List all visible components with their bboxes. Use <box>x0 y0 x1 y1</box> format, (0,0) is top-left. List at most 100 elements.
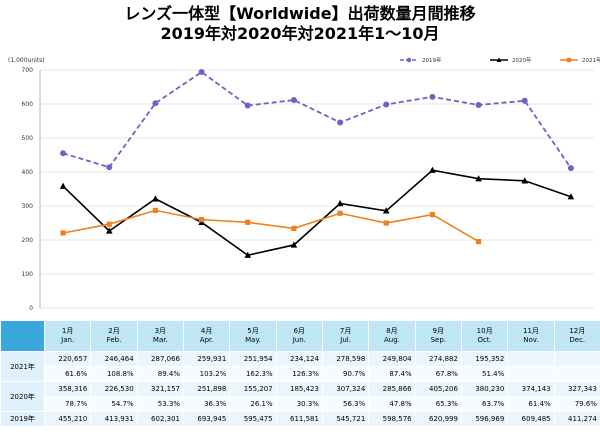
month-ja: 8月 <box>386 327 398 335</box>
percent-cell: 90.7% <box>321 366 370 382</box>
month-ja: 12月 <box>569 327 586 335</box>
legend-marker <box>406 57 412 63</box>
row-year-label: 2021年 <box>0 351 45 382</box>
legend-label: 2021年 <box>582 56 600 64</box>
data-point <box>383 220 389 226</box>
value-cell: 595,475 <box>229 411 277 427</box>
month-en: Jan. <box>61 336 75 344</box>
value-cell: 220,657 <box>43 351 92 367</box>
value-cell: 693,945 <box>182 411 231 427</box>
table-row: 2021年 220,657 246,464 287,066 259,931 251,954… <box>0 351 600 382</box>
value-cell: 285,866 <box>368 381 416 397</box>
percent-cell: 63.7% <box>460 396 509 412</box>
value-cell: 287,066 <box>136 351 184 367</box>
data-point <box>245 219 251 225</box>
month-header: 3月 Mar. <box>136 320 184 352</box>
month-en: Mar. <box>152 336 168 344</box>
value-cell: 598,576 <box>368 411 416 427</box>
value-cell: 620,999 <box>414 411 462 427</box>
month-ja: 9月 <box>432 327 445 335</box>
value-cell: 307,324 <box>321 381 370 397</box>
data-point <box>429 93 436 100</box>
percent-cell: 108.8% <box>90 366 138 382</box>
value-cell: 155,207 <box>229 381 277 397</box>
value-cell: 278,598 <box>321 351 370 367</box>
value-cell: 226,530 <box>90 381 138 397</box>
value-cell: 327,343 <box>553 381 600 397</box>
percent-cell: 126.3% <box>275 366 323 382</box>
value-cell: 609,485 <box>507 411 555 427</box>
value-cell: 380,230 <box>460 381 509 397</box>
month-header: 5月 May. <box>229 320 277 352</box>
series-line <box>62 169 572 257</box>
month-en: Apr. <box>199 336 214 344</box>
value-cell: 195,352 <box>460 351 509 367</box>
value-cell: 259,931 <box>182 351 231 367</box>
y-tick-label: 400 <box>22 169 34 176</box>
month-header: 8月 Aug. <box>368 320 416 352</box>
month-ja: 3月 <box>154 327 167 335</box>
month-en: Feb. <box>106 336 122 344</box>
month-header: 2月 Feb. <box>90 320 138 352</box>
month-ja: 11月 <box>522 327 539 335</box>
month-ja: 6月 <box>293 327 306 335</box>
row-year-label: 2020年 <box>0 381 45 412</box>
data-point <box>337 210 343 216</box>
percent-cell: 67.8% <box>414 366 462 382</box>
value-cell <box>553 351 600 367</box>
data-point <box>60 230 66 236</box>
y-tick-label: 0 <box>29 305 33 312</box>
value-cell: 596,969 <box>460 411 509 427</box>
y-tick-label: 300 <box>22 203 34 210</box>
data-point <box>521 97 528 104</box>
data-point <box>152 100 159 107</box>
table-row: 2020年 358,316 226,530 321,157 251,898 155,207… <box>0 381 600 412</box>
month-ja: 7月 <box>339 327 352 335</box>
data-point <box>475 102 482 109</box>
table-header-row: 1月 Jan. 2月 Feb. 3月 Mar. 4月 Apr. 5月 May. 6月 Jun. 7月 Ju… <box>0 320 600 352</box>
value-cell: 405,206 <box>414 381 462 397</box>
data-table: 1月 Jan. 2月 Feb. 3月 Mar. 4月 Apr. 5月 May. 6月 Jun. 7月 Ju… <box>0 320 600 427</box>
series-line <box>62 209 479 243</box>
value-cell: 611,581 <box>275 411 323 427</box>
month-ja: 5月 <box>247 327 259 335</box>
chart-subtitle: 2019年対2020年対2021年1〜10月 <box>160 24 440 43</box>
month-ja: 4月 <box>200 327 213 335</box>
y-tick-label: 600 <box>22 101 34 108</box>
data-point <box>567 165 574 172</box>
percent-cell: 30.3% <box>275 396 323 412</box>
percent-cell: 87.4% <box>368 366 416 382</box>
percent-cell: 89.4% <box>136 366 184 382</box>
value-cell: 251,954 <box>229 351 277 367</box>
value-cell: 246,464 <box>90 351 138 367</box>
month-header: 7月 Jul. <box>321 320 370 352</box>
data-point <box>336 199 344 207</box>
value-cell: 455,210 <box>43 411 92 427</box>
month-header: 4月 Apr. <box>182 320 231 352</box>
data-point <box>106 164 113 171</box>
month-en: Dec. <box>569 336 586 344</box>
value-cell: 358,316 <box>43 381 92 397</box>
percent-cell: 56.3% <box>321 396 370 412</box>
value-cell: 234,124 <box>275 351 323 367</box>
legend-label: 2019年 <box>422 56 442 64</box>
percent-cell: 51.4% <box>460 366 509 382</box>
data-point <box>106 221 112 227</box>
data-point <box>198 69 205 76</box>
data-point <box>429 166 436 173</box>
month-en: Sep. <box>430 336 446 344</box>
month-header: 6月 Jun. <box>275 320 323 352</box>
data-point <box>567 193 575 200</box>
month-en: Nov. <box>523 336 539 344</box>
value-cell: 251,898 <box>182 381 231 397</box>
data-point <box>290 97 297 104</box>
y-tick-label: 500 <box>22 135 34 142</box>
percent-cell: 65.3% <box>414 396 462 412</box>
data-point <box>152 195 159 202</box>
percent-cell: 47.8% <box>368 396 416 412</box>
data-point <box>291 225 297 231</box>
month-en: May. <box>245 336 261 344</box>
month-en: Oct. <box>477 336 492 344</box>
month-ja: 2月 <box>108 327 120 335</box>
data-point <box>521 177 529 184</box>
